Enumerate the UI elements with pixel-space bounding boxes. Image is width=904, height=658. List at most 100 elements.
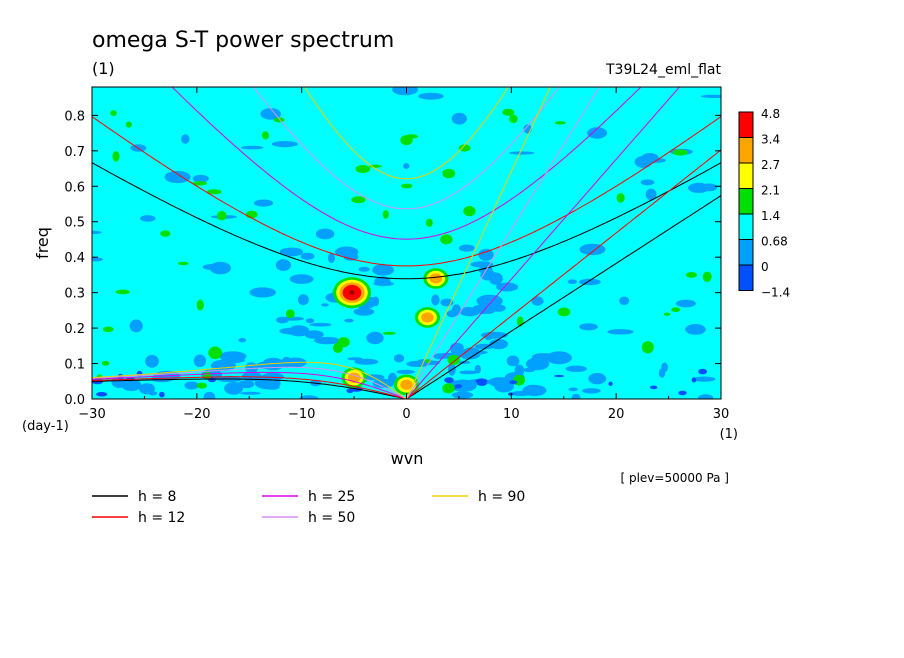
texture-blob (619, 296, 630, 306)
colorbar-label: −1.4 (761, 286, 790, 300)
legend-label: h = 90 (478, 489, 525, 505)
texture-blob (382, 331, 396, 335)
texture-blob (115, 289, 130, 295)
ig-wave-curve (92, 116, 721, 267)
texture-blob (396, 369, 415, 374)
texture-blob (418, 92, 444, 100)
texture-blob (425, 218, 433, 227)
peak-contour (429, 273, 443, 284)
ig-wave-curve (252, 87, 561, 210)
texture-blob (671, 307, 681, 313)
texture-blob (502, 108, 515, 116)
texture-blob (698, 394, 714, 399)
texture-blob (608, 381, 613, 386)
texture-blob (140, 215, 156, 222)
texture-blob (373, 281, 395, 286)
texture-blob (442, 168, 456, 179)
texture-blob (476, 294, 503, 308)
kelvin-wave-curve (406, 87, 601, 399)
texture-blob (478, 248, 494, 261)
texture-blob (241, 145, 264, 150)
texture-blob (327, 253, 335, 264)
plot-area (92, 87, 721, 399)
texture-blob (685, 324, 706, 335)
texture-blob (568, 387, 578, 392)
texture-blob (579, 323, 598, 331)
rossby-wave-curve (92, 371, 408, 399)
colorbar-swatch (738, 239, 754, 266)
texture-blob (261, 372, 284, 381)
texture-blob (249, 287, 276, 298)
texture-blob (454, 384, 463, 389)
colorbar-label: 2.7 (761, 158, 780, 172)
texture-blob (353, 307, 375, 316)
x-tick-label: 30 (713, 407, 730, 422)
texture-blob (509, 151, 535, 155)
texture-blob (433, 353, 447, 360)
texture-blob (459, 244, 475, 252)
legend-label: h = 50 (308, 510, 355, 526)
texture-blob (546, 351, 572, 365)
peak-contour (337, 337, 350, 348)
texture-blob (571, 393, 581, 399)
texture-blob (459, 308, 480, 317)
texture-blob (663, 312, 671, 316)
kelvin-wave-curve (406, 149, 721, 399)
experiment-label: T39L24_eml_flat (605, 62, 722, 78)
texture-blob (261, 131, 269, 140)
texture-blob (579, 278, 601, 286)
texture-blob (522, 384, 547, 397)
texture-blob (245, 210, 258, 219)
texture-blob (276, 316, 289, 324)
texture-blob (358, 266, 370, 272)
texture-blob (458, 144, 471, 152)
texture-blob (509, 380, 518, 385)
texture-blob (289, 274, 314, 284)
texture-blob (321, 303, 329, 307)
texture-blob (177, 261, 189, 266)
y-units-label: (day-1) (22, 419, 69, 434)
texture-blob (145, 354, 159, 368)
spectral-peak (463, 205, 476, 217)
texture-blob (393, 354, 405, 363)
texture-blob (304, 330, 324, 339)
texture-blob (587, 127, 608, 139)
texture-blob (110, 110, 117, 116)
texture-blob (565, 365, 587, 373)
texture-blob (96, 392, 108, 397)
texture-blob (640, 179, 655, 186)
texture-blob (451, 112, 467, 125)
legend-label: h = 8 (138, 489, 176, 505)
peak-contour (463, 205, 476, 217)
texture-blob (238, 338, 247, 343)
texture-blob (181, 134, 190, 144)
texture-blob (372, 264, 394, 276)
texture-blob (125, 121, 132, 128)
texture-blob (351, 196, 366, 204)
plot-background (92, 87, 721, 399)
texture-blob (279, 247, 304, 257)
texture-blob (431, 294, 440, 306)
texture-blob (112, 151, 120, 162)
texture-blob (579, 243, 606, 256)
y-tick-label: 0.8 (64, 109, 85, 124)
colorbar-swatch (738, 111, 754, 138)
legend-item: h = 12 (92, 510, 185, 526)
texture-blob (355, 165, 371, 173)
peak-contour (442, 383, 455, 394)
legend-item: h = 8 (92, 489, 176, 505)
texture-blob (698, 368, 707, 375)
y-tick-label: 0.6 (64, 180, 85, 195)
texture-blob (509, 114, 518, 124)
kelvin-wave-curve (406, 87, 681, 399)
colorbar-label: 0 (761, 260, 769, 274)
title-units: (1) (92, 59, 115, 78)
ig-wave-curve (92, 162, 721, 280)
texture-blob (102, 326, 114, 333)
spectral-peak (337, 337, 350, 348)
colorbar-label: 2.1 (761, 184, 780, 198)
texture-blob (260, 108, 282, 120)
texture-blob (649, 385, 658, 390)
texture-blob (477, 381, 487, 386)
